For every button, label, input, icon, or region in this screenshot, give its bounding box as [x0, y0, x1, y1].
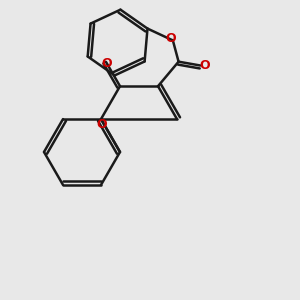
Text: O: O — [97, 118, 107, 130]
Text: O: O — [199, 59, 209, 72]
Text: O: O — [166, 32, 176, 45]
Text: O: O — [102, 57, 112, 70]
